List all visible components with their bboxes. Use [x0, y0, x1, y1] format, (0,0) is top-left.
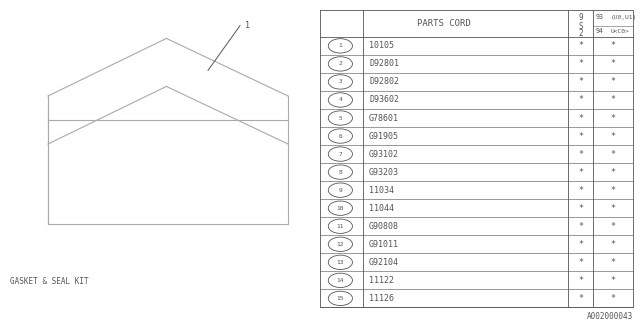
Text: *: *	[578, 60, 583, 68]
Text: 9: 9	[578, 12, 583, 21]
Text: 10105: 10105	[369, 41, 394, 50]
Text: 5: 5	[339, 116, 342, 121]
Text: GASKET & SEAL KIT: GASKET & SEAL KIT	[10, 277, 88, 286]
Text: *: *	[611, 114, 616, 123]
Text: 11126: 11126	[369, 294, 394, 303]
Text: (U0,U1): (U0,U1)	[611, 15, 637, 20]
Text: A002000043: A002000043	[588, 312, 634, 320]
Text: U<C0>: U<C0>	[611, 29, 629, 34]
Text: *: *	[578, 222, 583, 231]
Text: *: *	[611, 186, 616, 195]
Text: 13: 13	[337, 260, 344, 265]
Text: 11: 11	[337, 224, 344, 229]
Text: 10: 10	[337, 206, 344, 211]
Text: G92104: G92104	[369, 258, 399, 267]
Text: 11044: 11044	[369, 204, 394, 213]
Text: *: *	[578, 276, 583, 285]
Text: *: *	[611, 276, 616, 285]
Text: G93203: G93203	[369, 168, 399, 177]
Text: 12: 12	[337, 242, 344, 247]
Text: *: *	[578, 77, 583, 86]
Text: *: *	[578, 258, 583, 267]
Text: *: *	[578, 149, 583, 159]
Text: *: *	[578, 41, 583, 50]
Text: 9: 9	[339, 188, 342, 193]
Text: 3: 3	[339, 79, 342, 84]
Text: *: *	[611, 149, 616, 159]
Text: 2: 2	[578, 29, 583, 38]
Text: *: *	[611, 222, 616, 231]
Text: D93602: D93602	[369, 95, 399, 104]
Text: 1: 1	[245, 21, 250, 30]
Text: *: *	[611, 41, 616, 50]
Text: *: *	[578, 240, 583, 249]
Text: 93: 93	[595, 14, 604, 20]
Text: *: *	[611, 132, 616, 140]
Text: *: *	[578, 186, 583, 195]
Text: *: *	[611, 204, 616, 213]
Text: *: *	[578, 132, 583, 140]
Text: G78601: G78601	[369, 114, 399, 123]
Text: *: *	[578, 95, 583, 104]
Text: G93102: G93102	[369, 149, 399, 159]
Text: PARTS CORD: PARTS CORD	[417, 19, 471, 28]
Text: *: *	[611, 294, 616, 303]
Text: 7: 7	[339, 152, 342, 156]
Text: D92802: D92802	[369, 77, 399, 86]
Text: 6: 6	[339, 133, 342, 139]
Text: *: *	[611, 60, 616, 68]
Text: 1: 1	[339, 44, 342, 48]
Text: D92801: D92801	[369, 60, 399, 68]
Text: *: *	[611, 240, 616, 249]
Text: 14: 14	[337, 278, 344, 283]
Text: 11122: 11122	[369, 276, 394, 285]
Text: *: *	[611, 77, 616, 86]
Text: 15: 15	[337, 296, 344, 301]
Text: G91011: G91011	[369, 240, 399, 249]
Text: *: *	[611, 95, 616, 104]
Text: *: *	[611, 168, 616, 177]
Text: G91905: G91905	[369, 132, 399, 140]
Text: 4: 4	[339, 98, 342, 102]
Text: *: *	[578, 204, 583, 213]
Text: 8: 8	[339, 170, 342, 175]
Text: 94: 94	[595, 28, 604, 35]
Text: 11034: 11034	[369, 186, 394, 195]
Text: 2: 2	[339, 61, 342, 67]
Text: *: *	[611, 258, 616, 267]
Text: *: *	[578, 114, 583, 123]
Text: G90808: G90808	[369, 222, 399, 231]
Text: *: *	[578, 168, 583, 177]
Text: *: *	[578, 294, 583, 303]
Text: S: S	[578, 22, 583, 31]
